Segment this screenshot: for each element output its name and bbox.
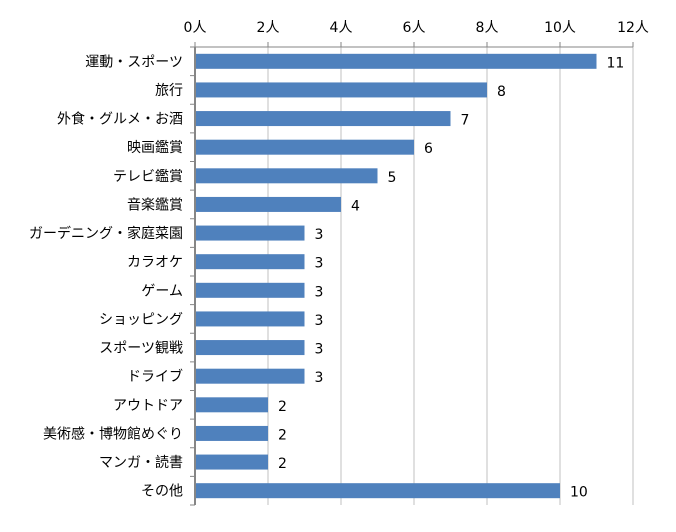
category-label: カラオケ	[127, 255, 183, 271]
bar	[196, 483, 560, 499]
x-tick-label: 2人	[257, 20, 280, 36]
x-tick-label: 6人	[403, 20, 426, 36]
bar	[196, 368, 305, 384]
bar	[196, 397, 268, 413]
category-label: ガーデニング・家庭菜園	[29, 225, 183, 242]
category-label: アウトドア	[113, 398, 183, 414]
data-label: 11	[607, 55, 625, 71]
category-label: マンガ・読書	[99, 454, 183, 471]
data-label: 2	[278, 427, 287, 443]
bar	[196, 168, 378, 184]
data-label: 3	[315, 370, 324, 386]
x-tick-label: 4人	[330, 20, 353, 36]
bar	[196, 139, 414, 155]
category-label: 運動・スポーツ	[85, 54, 183, 70]
data-label: 2	[278, 456, 287, 472]
bar	[196, 82, 487, 98]
category-label: 外食・グルメ・お酒	[57, 111, 183, 128]
bar	[196, 53, 597, 69]
bar	[196, 282, 305, 298]
data-label: 6	[424, 141, 433, 157]
category-label: スポーツ観戦	[99, 340, 183, 357]
data-label: 5	[388, 170, 397, 186]
category-label: 旅行	[155, 83, 183, 99]
data-label: 3	[315, 284, 324, 300]
data-label: 3	[315, 256, 324, 272]
bar	[196, 340, 305, 356]
data-label: 7	[461, 113, 470, 129]
x-tick-label: 0人	[184, 20, 207, 36]
category-label: 美術感・博物館めぐり	[43, 425, 183, 442]
x-tick-label: 8人	[476, 20, 499, 36]
category-label: その他	[141, 484, 183, 500]
data-label: 4	[351, 198, 360, 214]
category-label: 音楽鑑賞	[127, 196, 183, 213]
bar	[196, 454, 268, 470]
bar	[196, 311, 305, 327]
data-label: 8	[497, 84, 506, 100]
x-tick-label: 10人	[544, 20, 576, 36]
bar	[196, 254, 305, 270]
data-label: 2	[278, 399, 287, 415]
data-label: 3	[315, 313, 324, 329]
category-label: 映画鑑賞	[127, 139, 183, 156]
category-label: ドライブ	[127, 368, 183, 385]
bar	[196, 111, 451, 127]
data-label: 3	[315, 342, 324, 358]
bar	[196, 225, 305, 241]
bar	[196, 425, 268, 441]
data-label: 3	[315, 227, 324, 243]
category-label: ショッピング	[99, 312, 183, 328]
bar	[196, 196, 341, 212]
category-label: ゲーム	[141, 283, 183, 299]
category-label: テレビ鑑賞	[113, 168, 183, 185]
data-label: 10	[570, 485, 588, 501]
x-tick-label: 12人	[617, 20, 649, 36]
